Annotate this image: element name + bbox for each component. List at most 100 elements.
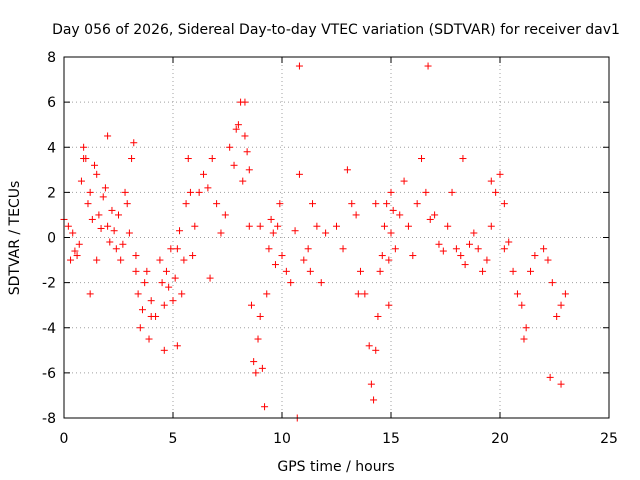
data-point (112, 245, 120, 253)
data-point (173, 342, 181, 350)
data-point (189, 252, 197, 260)
data-point (553, 312, 561, 320)
data-point (93, 170, 101, 178)
data-point (452, 245, 460, 253)
data-point (496, 170, 504, 178)
data-point (457, 252, 465, 260)
data-point (243, 148, 251, 156)
data-point (226, 143, 234, 151)
data-point (97, 224, 105, 232)
data-point (383, 200, 391, 208)
data-point (178, 290, 186, 298)
tick-marks (63, 56, 610, 419)
data-point (483, 256, 491, 264)
x-tick-label: 25 (600, 431, 618, 447)
data-point (474, 245, 482, 253)
data-point (213, 200, 221, 208)
data-point (191, 222, 199, 230)
data-point (413, 200, 421, 208)
data-point (145, 335, 153, 343)
data-point (169, 297, 177, 305)
data-point (88, 215, 96, 223)
data-point (108, 206, 116, 214)
data-point (71, 247, 79, 255)
chart-title: Day 056 of 2026, Sidereal Day-to-day VTE… (52, 22, 620, 38)
data-point (156, 256, 164, 264)
data-point (115, 211, 122, 219)
data-point (86, 290, 94, 298)
data-point (385, 256, 393, 264)
y-tick-label: -4 (42, 321, 56, 337)
data-point (160, 301, 168, 309)
data-point (104, 132, 112, 140)
y-tick-label: 4 (47, 140, 56, 156)
data-point (367, 380, 375, 388)
data-point (409, 252, 417, 260)
y-tick-label: -6 (42, 366, 56, 382)
data-point (250, 358, 258, 366)
data-point (274, 222, 282, 230)
data-point (426, 215, 434, 223)
data-point (444, 222, 452, 230)
data-point (404, 222, 412, 230)
data-point (518, 301, 526, 309)
data-point (132, 252, 140, 260)
y-axis-label: SDTVAR / TECUs (7, 181, 23, 296)
data-point (130, 139, 138, 147)
data-point (461, 261, 469, 269)
y-tick-label: -2 (42, 276, 56, 292)
data-point (91, 161, 99, 169)
data-point (513, 290, 521, 298)
data-point (121, 188, 129, 196)
data-point (365, 342, 373, 350)
data-point (80, 143, 88, 151)
data-point (143, 267, 151, 275)
data-point (546, 373, 554, 381)
data-point (95, 211, 103, 219)
y-tick-label: 6 (47, 95, 56, 111)
data-point (252, 369, 260, 377)
y-tick-label: 0 (47, 231, 56, 247)
data-point (306, 267, 314, 275)
data-point (479, 267, 487, 275)
data-point (245, 222, 253, 230)
data-point (271, 261, 279, 269)
data-point (86, 188, 94, 196)
data-point (333, 222, 340, 230)
data-point (221, 211, 229, 219)
data-point (80, 155, 88, 163)
data-point (267, 215, 275, 223)
data-point (400, 177, 408, 185)
data-point (254, 335, 262, 343)
data-point (520, 335, 528, 343)
data-point (217, 229, 225, 237)
data-point (208, 155, 216, 163)
data-point (106, 238, 114, 246)
data-point (282, 267, 290, 275)
data-point (234, 121, 242, 129)
data-point (435, 240, 443, 248)
data-point (544, 256, 552, 264)
data-point (465, 240, 473, 248)
data-point (110, 227, 118, 235)
data-point (487, 222, 495, 230)
data-point (167, 245, 175, 253)
data-point (232, 125, 240, 133)
data-point (182, 200, 190, 208)
data-point (422, 188, 430, 196)
data-point (370, 396, 378, 404)
data-point (125, 229, 133, 237)
data-point (372, 346, 380, 354)
data-point (431, 211, 439, 219)
data-point (313, 222, 321, 230)
data-point (391, 245, 399, 253)
y-tick-label: 2 (47, 185, 56, 201)
data-point (134, 290, 142, 298)
data-point (540, 245, 548, 253)
data-point (557, 380, 565, 388)
data-point (128, 155, 136, 163)
x-tick-label: 0 (60, 431, 69, 447)
data-point (247, 301, 255, 309)
data-point (348, 200, 356, 208)
data-point (548, 279, 556, 287)
